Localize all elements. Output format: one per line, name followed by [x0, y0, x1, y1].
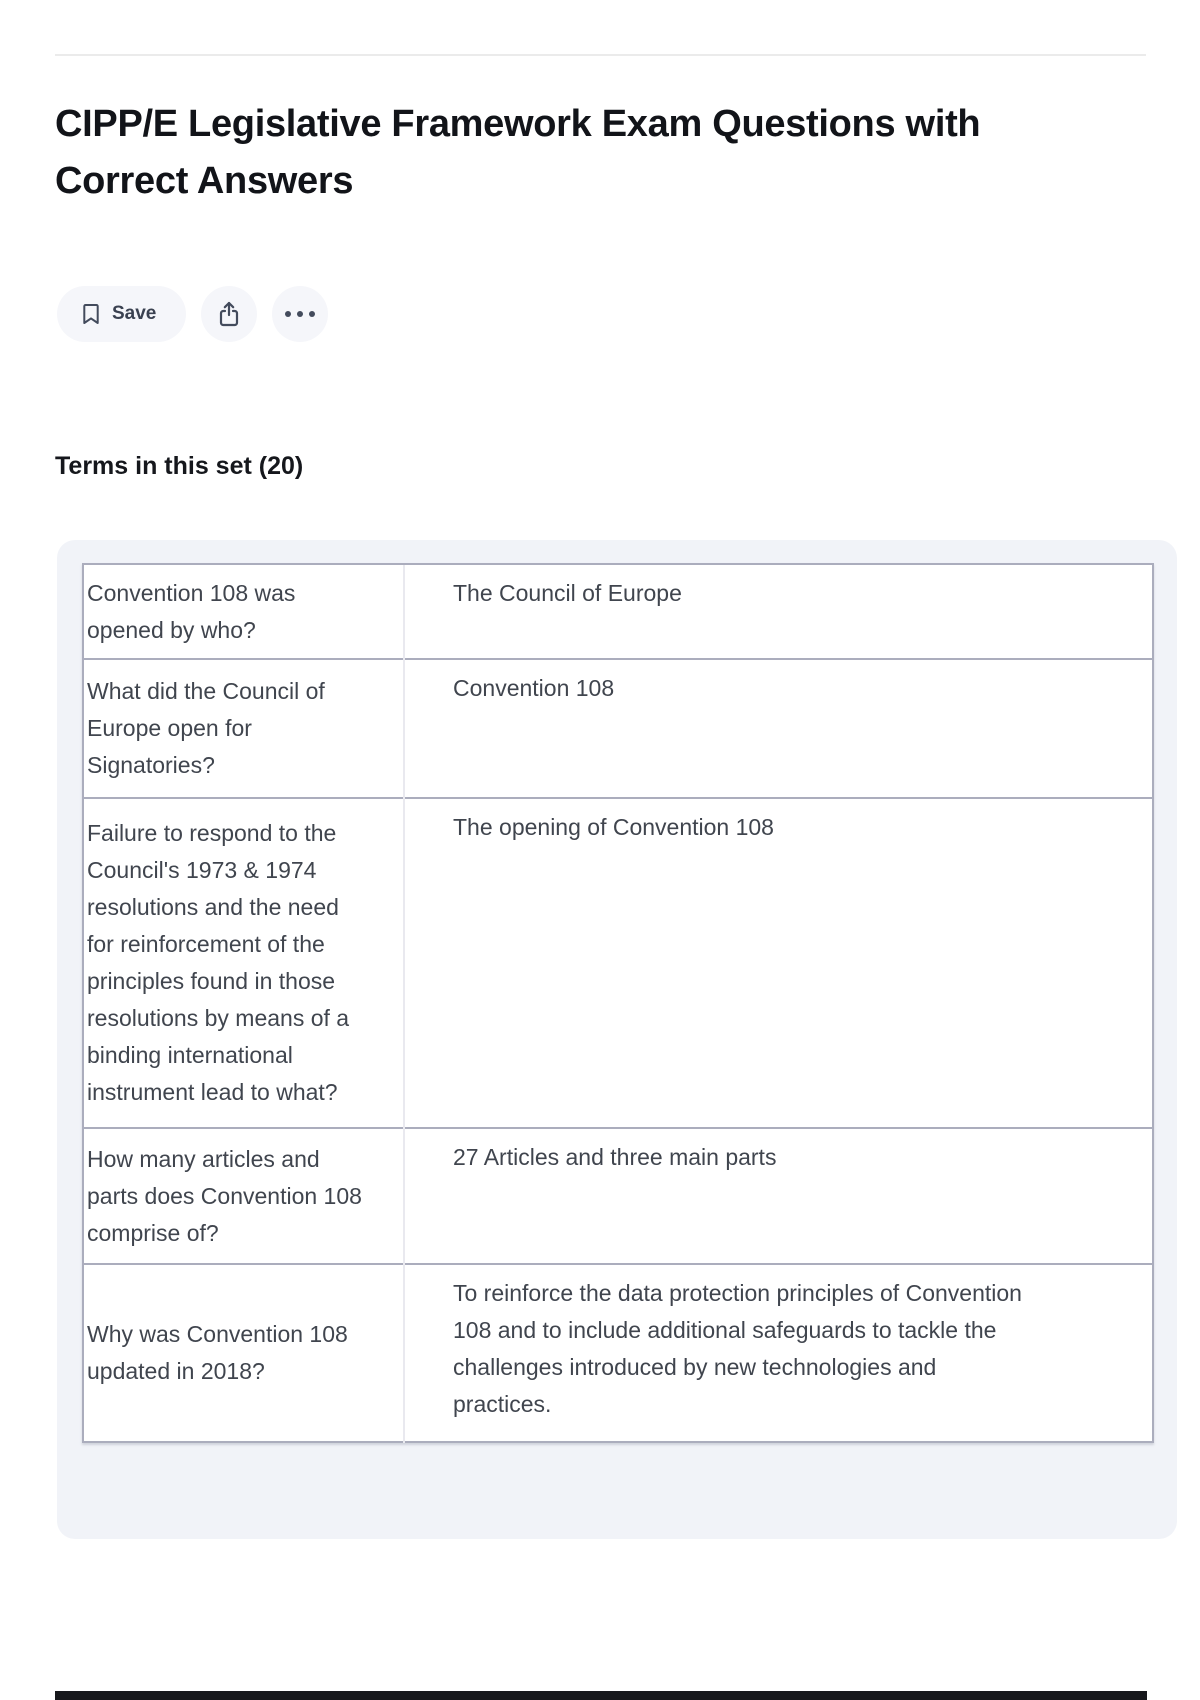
term-row: Failure to respond to the Council's 1973… — [83, 797, 1153, 1128]
term-question: What did the Council of Europe open for … — [83, 658, 404, 798]
bookmark-icon — [81, 303, 101, 325]
save-button[interactable]: Save — [57, 286, 187, 342]
terms-table: Convention 108 was opened by who? The Co… — [82, 563, 1154, 1443]
term-question: How many articles and parts does Convent… — [83, 1127, 404, 1264]
term-question: Why was Convention 108 updated in 2018? — [83, 1263, 404, 1442]
term-row: How many articles and parts does Convent… — [83, 1127, 1153, 1264]
top-divider — [55, 54, 1146, 56]
term-answer: 27 Articles and three main parts — [403, 1127, 1153, 1264]
term-row: What did the Council of Europe open for … — [83, 658, 1153, 798]
term-answer: The opening of Convention 108 — [403, 797, 1153, 1128]
terms-panel: Convention 108 was opened by who? The Co… — [57, 540, 1177, 1539]
terms-heading: Terms in this set (20) — [55, 452, 304, 480]
term-answer: To reinforce the data protection princip… — [403, 1263, 1153, 1442]
term-answer: The Council of Europe — [403, 563, 1153, 659]
term-question: Convention 108 was opened by who? — [83, 563, 404, 659]
footer-bar — [55, 1691, 1147, 1700]
term-row: Why was Convention 108 updated in 2018? … — [83, 1263, 1153, 1442]
term-question: Failure to respond to the Council's 1973… — [83, 797, 404, 1128]
share-button[interactable] — [201, 286, 258, 342]
more-button[interactable] — [272, 286, 329, 342]
page-title: CIPP/E Legislative Framework Exam Questi… — [55, 103, 981, 202]
actions-toolbar: Save — [57, 286, 329, 342]
term-answer: Convention 108 — [403, 658, 1153, 798]
share-upload-icon — [216, 300, 242, 328]
term-row: Convention 108 was opened by who? The Co… — [83, 563, 1153, 659]
ellipsis-icon — [285, 311, 316, 317]
save-button-label: Save — [112, 303, 157, 324]
